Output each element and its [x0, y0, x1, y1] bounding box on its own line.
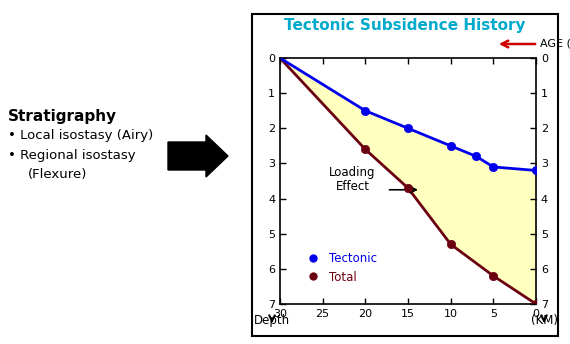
Text: Effect: Effect — [336, 180, 369, 193]
Text: (KM): (KM) — [531, 314, 557, 327]
Text: Loading: Loading — [329, 166, 376, 179]
Text: Stratigraphy: Stratigraphy — [8, 109, 117, 124]
Text: Depth: Depth — [254, 314, 290, 327]
FancyArrow shape — [168, 135, 228, 177]
Text: (Flexure): (Flexure) — [28, 168, 87, 181]
Text: • Regional isostasy: • Regional isostasy — [8, 149, 136, 162]
Legend: Tectonic, Total: Tectonic, Total — [296, 247, 382, 288]
Text: • Local isostasy (Airy): • Local isostasy (Airy) — [8, 129, 153, 142]
Polygon shape — [280, 58, 536, 304]
Text: Tectonic Subsidence History: Tectonic Subsidence History — [284, 18, 526, 33]
Text: AGE (MY): AGE (MY) — [540, 39, 570, 49]
Bar — [252, 14, 558, 336]
